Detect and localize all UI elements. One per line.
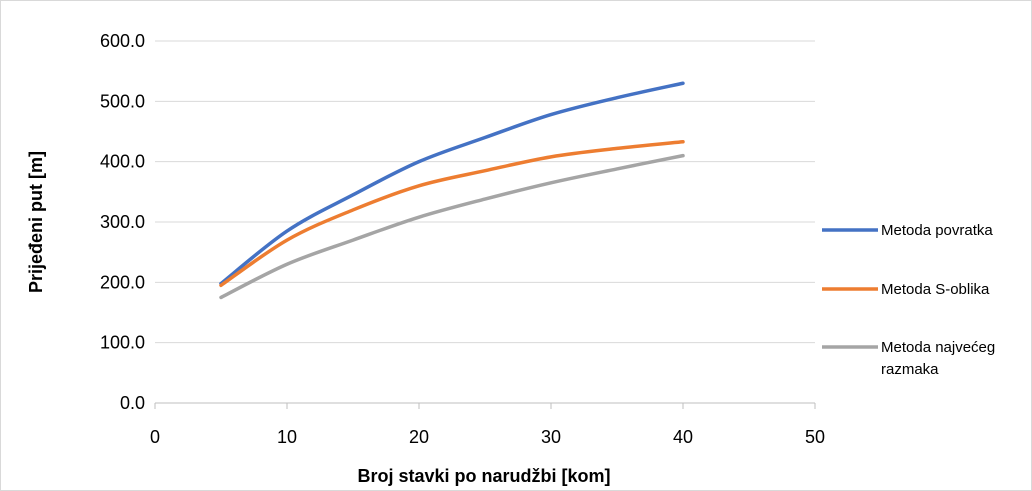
x-tick-label: 0 xyxy=(150,427,160,447)
legend-label: Metoda povratka xyxy=(881,222,993,239)
y-tick-label: 200.0 xyxy=(100,272,145,292)
legend: Metoda povratka Metoda S-oblika Metoda naj… xyxy=(822,222,995,378)
series-line xyxy=(219,140,685,288)
axes xyxy=(154,402,816,409)
y-tick-label: 300.0 xyxy=(100,212,145,232)
x-tick-label: 30 xyxy=(541,427,561,447)
legend-label: Metoda najvećeg xyxy=(881,339,995,356)
series-lines xyxy=(219,81,685,300)
y-axis-title: Prijeđeni put [m] xyxy=(26,151,46,293)
y-tick-label: 500.0 xyxy=(100,91,145,111)
y-tick-label: 0.0 xyxy=(120,393,145,413)
y-tick-label: 100.0 xyxy=(100,333,145,353)
x-tick-label: 10 xyxy=(277,427,297,447)
legend-label: Metoda S-oblika xyxy=(881,281,990,298)
x-tick-label: 40 xyxy=(673,427,693,447)
series-line xyxy=(219,81,685,286)
gridlines xyxy=(155,40,815,404)
y-tick-label: 400.0 xyxy=(100,152,145,172)
x-tick-label: 50 xyxy=(805,427,825,447)
y-tick-label: 600.0 xyxy=(100,31,145,51)
x-axis-title: Broj stavki po narudžbi [kom] xyxy=(357,466,610,486)
y-tick-labels: 0.0 100.0 200.0 300.0 400.0 500.0 600.0 xyxy=(100,31,145,413)
series-line xyxy=(219,153,685,300)
x-tick-labels: 0 10 20 30 40 50 xyxy=(150,427,825,447)
legend-label: razmaka xyxy=(881,361,939,378)
x-tick-label: 20 xyxy=(409,427,429,447)
